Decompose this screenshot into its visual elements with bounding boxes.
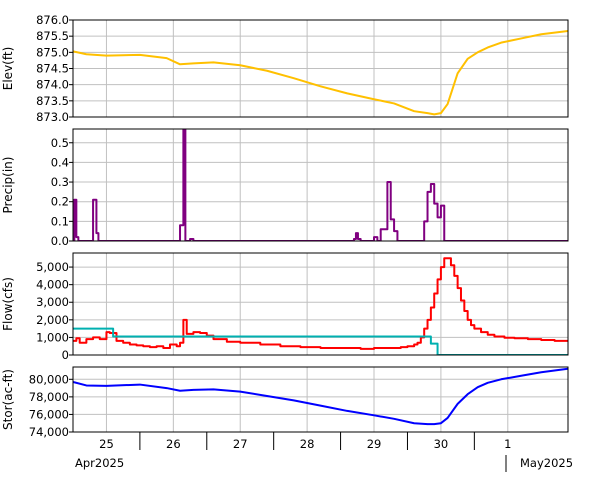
y-tick-label: 5,000 xyxy=(36,260,69,274)
y-tick-label: 875.0 xyxy=(36,45,69,59)
y-tick-label: 873.0 xyxy=(36,110,69,124)
x-tick-label: 28 xyxy=(300,437,315,451)
series-line-storage xyxy=(73,367,568,426)
panel-3: 0 1,000 2,000 3,000 4,000 5,000 Flow(cfs) xyxy=(1,252,569,362)
plot-frame xyxy=(72,19,569,118)
series-line-flow_outflow xyxy=(73,257,568,350)
plot-frame xyxy=(72,252,569,356)
y-tick-label: 0.3 xyxy=(51,175,69,189)
y-tick-label: 74,000 xyxy=(29,425,69,439)
y-tick-label: 873.5 xyxy=(36,94,69,108)
y-axis-label: Elev(ft) xyxy=(1,47,15,90)
y-tick-label: 3,000 xyxy=(36,295,69,309)
x-tick-label: 30 xyxy=(434,437,449,451)
series-line-elevation xyxy=(73,30,568,116)
y-tick-label: 875.5 xyxy=(36,29,69,43)
month-label-may: May2025 xyxy=(520,456,573,470)
y-tick-label: 0 xyxy=(62,348,69,362)
y-tick-label: 0.2 xyxy=(51,195,69,209)
y-tick-label: 76,000 xyxy=(29,407,69,421)
y-tick-label: 874.5 xyxy=(36,62,69,76)
y-tick-label: 78,000 xyxy=(29,390,69,404)
panel-4: 74,000 76,000 78,000 80,000 Stor(ac-ft) xyxy=(1,366,569,439)
plot-frame xyxy=(72,128,569,242)
panel-2: 0.0 0.1 0.2 0.3 0.4 0.5 Precip(in) xyxy=(1,128,569,248)
x-tick-label: 25 xyxy=(99,437,114,451)
y-tick-label: 0.1 xyxy=(51,214,69,228)
y-tick-label: 1,000 xyxy=(36,330,69,344)
y-tick-label: 0.0 xyxy=(51,234,69,248)
y-axis-label: Flow(cfs) xyxy=(1,277,15,331)
y-tick-label: 0.5 xyxy=(51,136,69,150)
series-line-flow_inflow xyxy=(73,327,568,355)
x-tick-label: 1 xyxy=(504,437,511,451)
plot-frame xyxy=(72,366,569,433)
x-tick-label: 27 xyxy=(233,437,248,451)
y-tick-label: 874.0 xyxy=(36,78,69,92)
y-tick-label: 80,000 xyxy=(29,372,69,386)
y-axis-label: Stor(ac-ft) xyxy=(1,369,15,430)
y-axis-label: Precip(in) xyxy=(1,157,15,214)
y-tick-label: 0.4 xyxy=(51,155,69,169)
panel-1: 873.0 873.5 874.0 874.5 875.0 875.5 876.0 Elev(… xyxy=(1,13,569,124)
x-tick-label: 29 xyxy=(367,437,382,451)
y-tick-label: 2,000 xyxy=(36,313,69,327)
y-tick-label: 4,000 xyxy=(36,278,69,292)
x-tick-label: 26 xyxy=(166,437,181,451)
series-line-precipitation xyxy=(73,129,568,241)
x-axis: Apr2025 May2025 25 26 27 28 29 30 1 xyxy=(75,432,573,472)
month-label-apr: Apr2025 xyxy=(75,456,124,470)
y-tick-label: 876.0 xyxy=(36,13,69,27)
